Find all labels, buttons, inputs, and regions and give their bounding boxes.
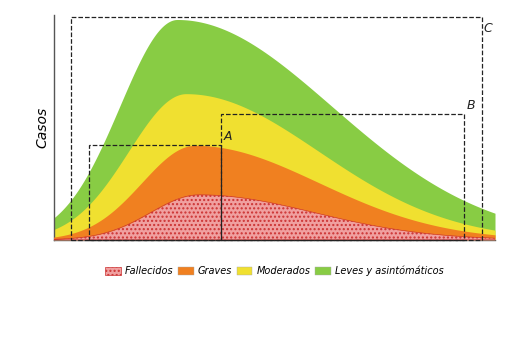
Y-axis label: Casos: Casos bbox=[35, 107, 49, 148]
Text: A: A bbox=[223, 130, 232, 143]
Text: C: C bbox=[483, 22, 492, 35]
Text: B: B bbox=[465, 99, 474, 112]
Legend: Fallecidos, Graves, Moderados, Leves y asintómáticos: Fallecidos, Graves, Moderados, Leves y a… bbox=[101, 261, 446, 280]
